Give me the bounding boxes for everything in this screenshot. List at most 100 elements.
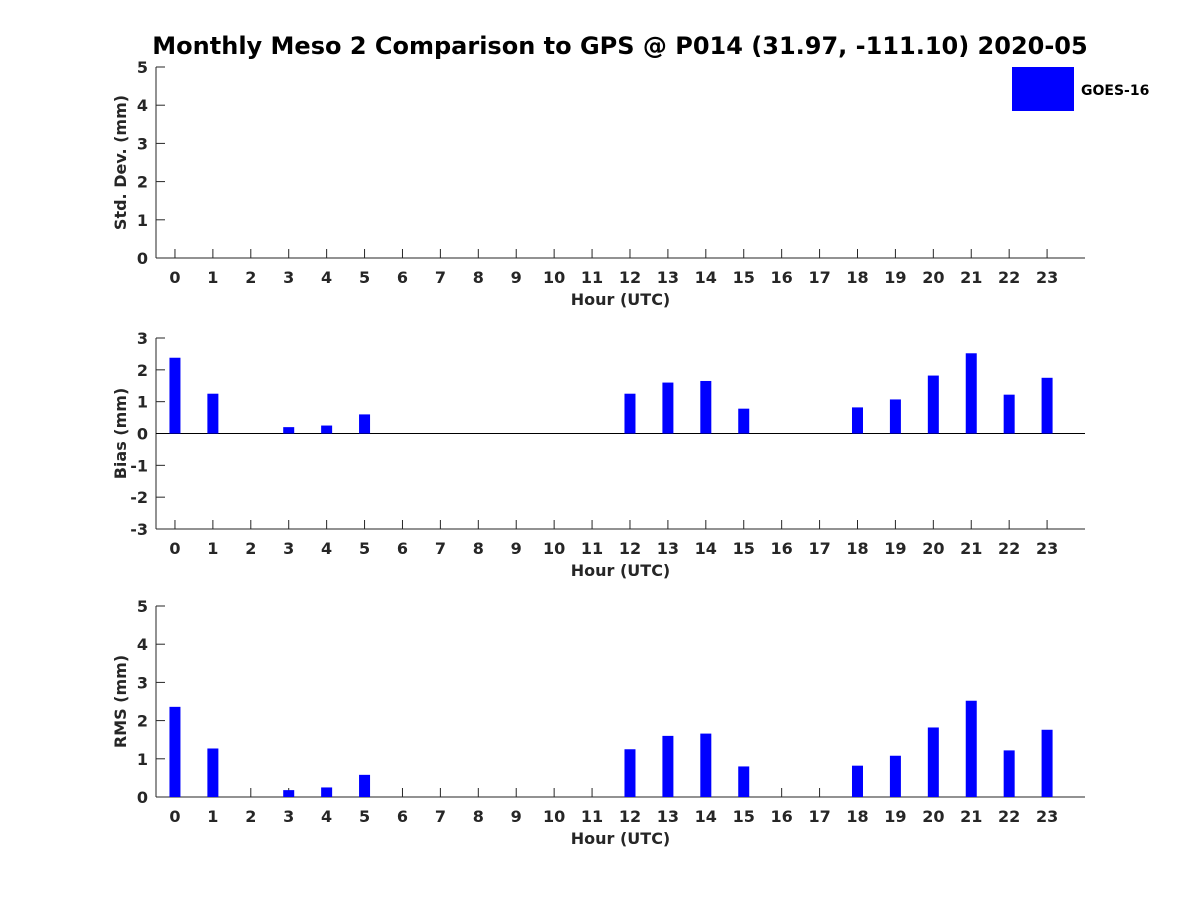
y-tick-label: 4 <box>137 635 148 654</box>
bar-hour-3 <box>283 790 295 797</box>
bar-hour-14 <box>700 733 712 797</box>
bar-hour-19 <box>889 755 901 797</box>
bar-hour-21 <box>965 700 977 797</box>
y-tick-label: 4 <box>137 96 148 115</box>
bar-hour-22 <box>1003 750 1015 797</box>
y-tick-label: 0 <box>137 425 148 444</box>
x-tick-label: 14 <box>695 539 717 558</box>
y-tick-label: 3 <box>137 329 148 348</box>
legend-label: GOES-16 <box>1081 83 1149 99</box>
x-tick-label: 0 <box>169 807 180 826</box>
bar-hour-5 <box>359 774 371 797</box>
x-tick-label: 0 <box>169 268 180 287</box>
x-tick-label: 12 <box>619 807 641 826</box>
x-tick-label: 15 <box>733 807 755 826</box>
bar-hour-15 <box>738 766 750 797</box>
x-tick-label: 7 <box>435 539 446 558</box>
bar-hour-1 <box>207 748 219 797</box>
bar-hour-22 <box>1003 394 1015 434</box>
x-tick-label: 7 <box>435 268 446 287</box>
y-tick-label: 2 <box>137 361 148 380</box>
x-tick-label: 10 <box>543 268 565 287</box>
y-tick-label: -1 <box>130 456 148 475</box>
x-tick-label: 2 <box>245 807 256 826</box>
bar-hour-21 <box>965 353 977 434</box>
bar-hour-23 <box>1041 377 1053 434</box>
bar-hour-12 <box>624 749 636 797</box>
x-tick-label: 4 <box>321 807 332 826</box>
legend: GOES-16 <box>1012 67 1149 111</box>
x-tick-label: 22 <box>998 539 1020 558</box>
x-tick-label: 20 <box>922 268 944 287</box>
x-tick-label: 1 <box>207 539 218 558</box>
x-tick-label: 17 <box>808 539 830 558</box>
x-tick-label: 21 <box>960 539 982 558</box>
x-tick-label: 12 <box>619 539 641 558</box>
x-tick-label: 9 <box>511 539 522 558</box>
x-tick-label: 20 <box>922 539 944 558</box>
x-tick-label: 3 <box>283 807 294 826</box>
x-tick-label: 0 <box>169 539 180 558</box>
x-tick-label: 2 <box>245 268 256 287</box>
x-tick-label: 13 <box>657 807 679 826</box>
x-tick-label: 23 <box>1036 807 1058 826</box>
x-tick-label: 11 <box>581 807 603 826</box>
x-tick-label: 8 <box>473 539 484 558</box>
legend-swatch <box>1012 67 1074 111</box>
x-tick-label: 13 <box>657 539 679 558</box>
x-tick-label: 23 <box>1036 539 1058 558</box>
bar-hour-4 <box>321 425 333 434</box>
x-tick-label: 4 <box>321 268 332 287</box>
x-tick-label: 19 <box>884 807 906 826</box>
bar-hour-15 <box>738 408 750 434</box>
x-tick-label: 18 <box>846 268 868 287</box>
x-tick-label: 14 <box>695 807 717 826</box>
y-axis-label: Std. Dev. (mm) <box>111 95 130 230</box>
bar-hour-13 <box>662 382 674 434</box>
x-tick-label: 6 <box>397 807 408 826</box>
bar-hour-0 <box>169 706 181 797</box>
x-tick-label: 17 <box>808 268 830 287</box>
bar-hour-0 <box>169 357 181 434</box>
y-tick-label: -2 <box>130 488 148 507</box>
x-tick-label: 5 <box>359 807 370 826</box>
x-tick-label: 19 <box>884 539 906 558</box>
y-tick-label: 0 <box>137 788 148 807</box>
bar-hour-14 <box>700 380 712 434</box>
bar-hour-20 <box>927 727 939 797</box>
x-tick-label: 14 <box>695 268 717 287</box>
y-tick-label: 2 <box>137 712 148 731</box>
x-tick-label: 22 <box>998 268 1020 287</box>
x-axis-label: Hour (UTC) <box>571 829 671 848</box>
bar-hour-4 <box>321 787 333 797</box>
x-tick-label: 20 <box>922 807 944 826</box>
bar-hour-19 <box>889 399 901 434</box>
y-axis-label: RMS (mm) <box>111 655 130 748</box>
x-tick-label: 6 <box>397 268 408 287</box>
x-tick-label: 11 <box>581 268 603 287</box>
chart-title: Monthly Meso 2 Comparison to GPS @ P014 … <box>152 32 1087 60</box>
x-tick-label: 18 <box>846 539 868 558</box>
y-tick-label: 5 <box>137 58 148 77</box>
x-tick-label: 1 <box>207 807 218 826</box>
x-tick-label: 2 <box>245 539 256 558</box>
x-tick-label: 8 <box>473 268 484 287</box>
x-tick-label: 10 <box>543 539 565 558</box>
x-tick-label: 5 <box>359 539 370 558</box>
bar-hour-23 <box>1041 729 1053 797</box>
bar-hour-5 <box>359 414 371 434</box>
y-axis-label: Bias (mm) <box>111 388 130 480</box>
y-tick-label: 0 <box>137 249 148 268</box>
y-tick-label: 3 <box>137 134 148 153</box>
x-tick-label: 6 <box>397 539 408 558</box>
x-tick-label: 3 <box>283 268 294 287</box>
x-tick-label: 4 <box>321 539 332 558</box>
x-tick-label: 8 <box>473 807 484 826</box>
x-tick-label: 17 <box>808 807 830 826</box>
y-tick-label: 1 <box>137 393 148 412</box>
bar-hour-3 <box>283 427 295 434</box>
